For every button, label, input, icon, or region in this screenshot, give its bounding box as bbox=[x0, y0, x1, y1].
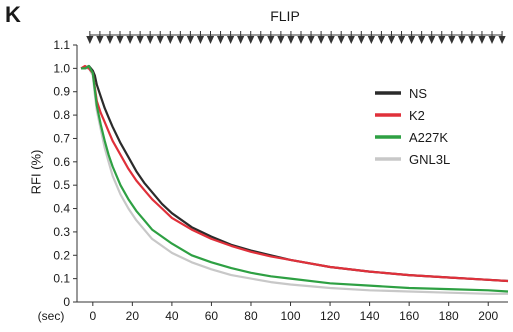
bleach-arrow-icon bbox=[156, 36, 164, 44]
bleach-arrow-icon bbox=[176, 36, 184, 44]
y-tick-label: 0.8 bbox=[53, 108, 70, 122]
y-tick-label: 0.3 bbox=[53, 225, 70, 239]
bleach-arrow-icon bbox=[357, 36, 365, 44]
bleach-arrow-icon bbox=[237, 36, 245, 44]
y-tick-label: 0 bbox=[63, 295, 70, 309]
bleach-arrow-icon bbox=[387, 36, 396, 44]
bleach-arrow-icon bbox=[438, 36, 446, 44]
y-tick-label: 1.1 bbox=[53, 38, 70, 52]
x-tick-label: 80 bbox=[244, 309, 258, 323]
bleach-arrow-icon bbox=[106, 36, 114, 44]
x-tick-label: 160 bbox=[399, 309, 419, 323]
x-tick-label: 0 bbox=[89, 309, 96, 323]
bleach-arrow-icon bbox=[488, 36, 496, 44]
x-tick-label: 180 bbox=[439, 309, 459, 323]
bleach-arrow-icon bbox=[337, 36, 345, 44]
legend-label: A227K bbox=[409, 130, 448, 145]
bleach-arrow-icon bbox=[458, 36, 466, 44]
y-tick-label: 0.9 bbox=[53, 85, 70, 99]
x-tick-label: 100 bbox=[281, 309, 301, 323]
bleach-arrow-icon bbox=[86, 36, 94, 44]
bleach-arrow-icon bbox=[196, 36, 205, 44]
bleach-arrow-icon bbox=[206, 36, 215, 44]
series-line-a227k bbox=[81, 64, 509, 293]
y-tick-label: 0.5 bbox=[53, 178, 70, 192]
bleach-arrow-icon bbox=[428, 36, 436, 44]
bleach-arrow-icon bbox=[468, 36, 476, 44]
bleach-arrow-icon bbox=[267, 36, 275, 44]
x-tick-label: 60 bbox=[205, 309, 219, 323]
bleach-arrow-icon bbox=[377, 36, 386, 44]
bleach-arrow-icon bbox=[116, 36, 124, 44]
bleach-arrow-icon bbox=[247, 36, 255, 44]
bleach-arrow-icon bbox=[478, 36, 486, 44]
bleach-arrow-icon bbox=[407, 36, 416, 44]
bleach-arrow-icon bbox=[277, 36, 285, 44]
bleach-arrow-icon bbox=[126, 36, 134, 44]
y-tick-label: 0.6 bbox=[53, 155, 70, 169]
y-tick-label: 0.2 bbox=[53, 248, 70, 262]
bleach-arrow-icon bbox=[136, 36, 144, 44]
x-tick-label: 40 bbox=[165, 309, 179, 323]
y-tick-label: 0.4 bbox=[53, 202, 70, 216]
series-line-k2 bbox=[80, 64, 509, 283]
flip-label: FLIP bbox=[270, 8, 300, 24]
bleach-arrow-icon bbox=[347, 36, 355, 44]
bleach-arrow-icon bbox=[146, 36, 154, 44]
x-tick-label: 140 bbox=[360, 309, 380, 323]
x-tick-label: 20 bbox=[126, 309, 140, 323]
bleach-arrow-icon bbox=[307, 36, 315, 44]
legend-label: GNL3L bbox=[409, 152, 450, 167]
bleach-arrow-icon bbox=[257, 36, 265, 44]
bleach-arrow-icon bbox=[287, 36, 295, 44]
bleach-arrow-icon bbox=[418, 36, 426, 44]
legend-label: NS bbox=[409, 86, 427, 101]
y-tick-label: 0.7 bbox=[53, 131, 70, 145]
bleach-arrow-icon bbox=[166, 36, 174, 44]
bleach-arrow-icon bbox=[397, 36, 406, 44]
panel-label: K bbox=[5, 2, 21, 27]
y-tick-label: 1.0 bbox=[53, 61, 70, 75]
bleach-arrow-icon bbox=[448, 36, 456, 44]
bleach-arrow-icon bbox=[498, 36, 506, 44]
bleach-arrow-icon bbox=[186, 36, 194, 44]
legend-label: K2 bbox=[409, 108, 425, 123]
bleach-arrow-icon bbox=[367, 36, 375, 44]
bleach-arrow-icon bbox=[297, 36, 305, 44]
x-unit-label: (sec) bbox=[38, 309, 65, 323]
bleach-arrow-icon bbox=[227, 36, 235, 44]
y-tick-label: 0.1 bbox=[53, 272, 70, 286]
x-tick-label: 200 bbox=[478, 309, 498, 323]
bleach-arrow-icon bbox=[96, 36, 104, 44]
bleach-arrow-icon bbox=[216, 36, 225, 44]
bleach-arrow-icon bbox=[317, 36, 325, 44]
series-line-ns bbox=[81, 64, 509, 283]
x-tick-label: 120 bbox=[320, 309, 340, 323]
bleach-arrow-icon bbox=[327, 36, 335, 44]
